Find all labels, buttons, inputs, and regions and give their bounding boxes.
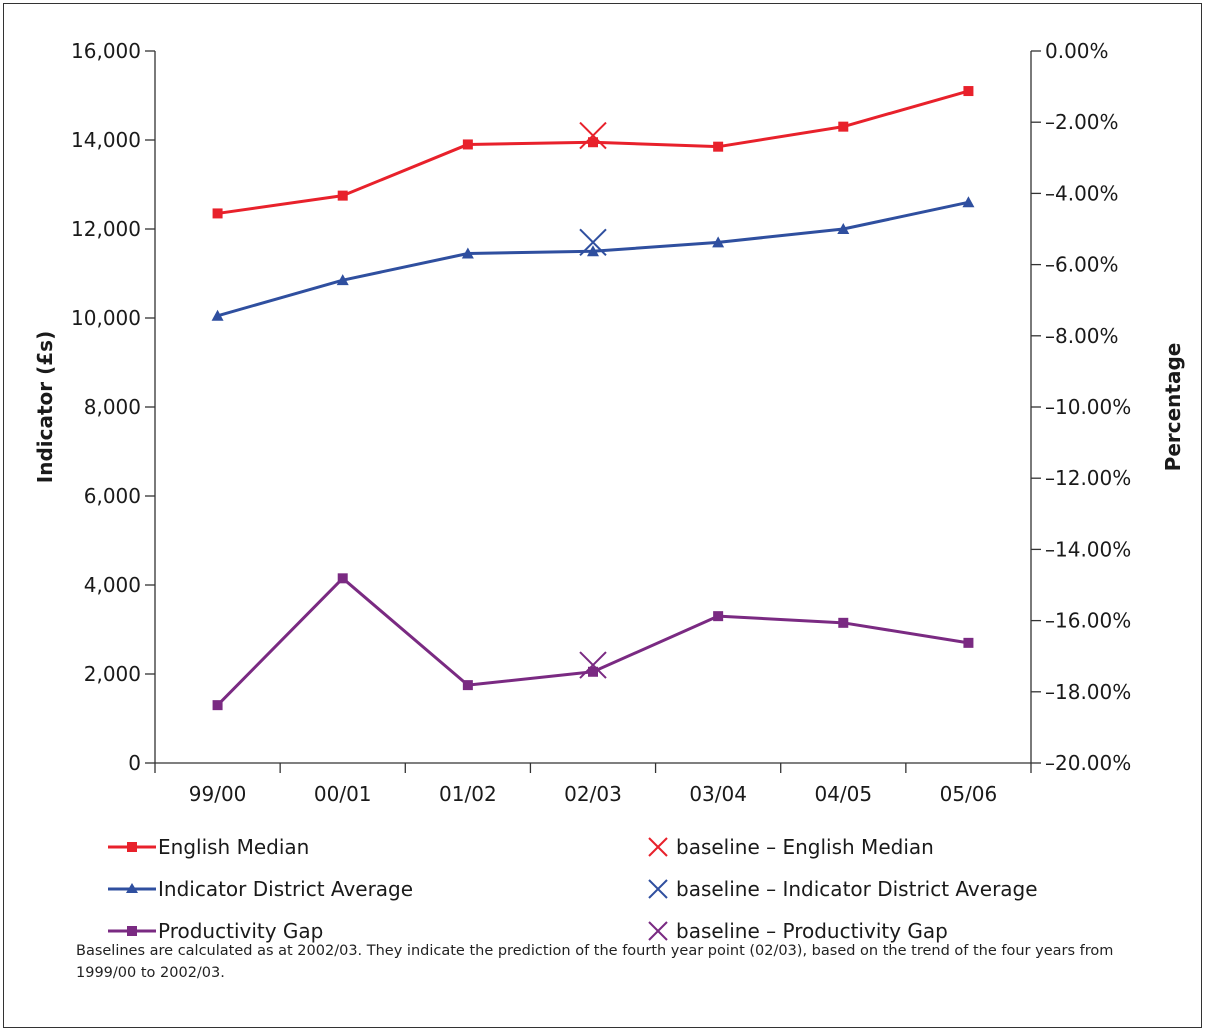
data-point	[838, 121, 849, 132]
data-point	[337, 190, 348, 201]
data-point	[461, 247, 474, 259]
data-point	[838, 617, 849, 628]
y-tick-label-right: –2.00%	[1045, 110, 1119, 134]
data-point	[212, 208, 223, 219]
legend-cross-red-icon	[648, 837, 668, 857]
y-tick-label-left: 4,000	[84, 573, 141, 597]
data-point	[211, 309, 224, 321]
y-tick-label-right: –14.00%	[1045, 537, 1131, 561]
baseline-cross-stroke	[579, 651, 607, 679]
data-point	[212, 700, 223, 711]
legend-item-indicator-district-average: Indicator District Average	[106, 874, 413, 904]
legend-item-productivity-gap: Productivity Gap	[106, 916, 323, 946]
x-tick-label: 99/00	[189, 782, 247, 806]
y-tick-label-left: 8,000	[84, 395, 141, 419]
x-tick-label: 00/01	[314, 782, 372, 806]
series-layer	[211, 86, 975, 711]
y-tick-label-right: –6.00%	[1045, 253, 1119, 277]
y-tick-label-left: 0	[128, 751, 141, 775]
legend-cross-purple-icon	[648, 921, 668, 941]
y-tick-label-left: 14,000	[71, 128, 141, 152]
legend-label: baseline – English Median	[676, 835, 934, 859]
chart-note: Baselines are calculated as at 2002/03. …	[76, 943, 1114, 981]
data-point	[588, 666, 598, 677]
baseline-marker	[579, 121, 607, 150]
y-axis-label-right: Percentage	[1161, 343, 1185, 472]
legend-item-baseline-productivity-gap: baseline – Productivity Gap	[642, 916, 948, 946]
data-point	[713, 141, 724, 152]
y-tick-label-right: –12.00%	[1045, 466, 1131, 490]
legend-label: baseline – Productivity Gap	[676, 919, 948, 943]
baseline-cross-stroke	[579, 228, 607, 257]
data-point	[588, 137, 598, 148]
y-tick-label-right: –10.00%	[1045, 395, 1131, 419]
baseline-cross-stroke	[579, 121, 607, 150]
legend-label: English Median	[158, 835, 310, 859]
legend-line-triangle-blue-icon	[108, 883, 156, 893]
legend-item-baseline-english-median: baseline – English Median	[642, 832, 934, 862]
series-line-3	[216, 576, 969, 707]
data-point	[837, 223, 850, 234]
series-line-1	[217, 89, 969, 215]
y-tick-label-right: –8.00%	[1045, 324, 1119, 348]
x-tick-label: 03/04	[689, 782, 747, 806]
y-tick-label-left: 16,000	[71, 39, 141, 63]
y-axis-label-left: Indicator (£s)	[33, 331, 57, 483]
legend-item-baseline-indicator-district-average: baseline – Indicator District Average	[642, 874, 1038, 904]
legend-label: Productivity Gap	[158, 919, 324, 943]
legend-label: Indicator District Average	[158, 877, 414, 901]
y-tick-label-right: –20.00%	[1045, 751, 1131, 775]
chart-frame	[3, 3, 1202, 1028]
data-point	[587, 245, 599, 257]
legend-item-english-median: English Median	[106, 832, 309, 862]
y-tick-label-left: 10,000	[71, 306, 141, 330]
data-point	[336, 274, 349, 286]
data-point	[962, 196, 975, 208]
y-tick-label-left: 12,000	[71, 217, 141, 241]
legend-line-square-purple-icon	[108, 926, 156, 936]
y-tick-label-right: –16.00%	[1045, 609, 1131, 633]
series-line-2	[217, 200, 969, 318]
data-point	[712, 236, 725, 248]
data-point	[462, 139, 473, 150]
x-tick-label: 01/02	[439, 782, 497, 806]
y-tick-label-right: 0.00%	[1045, 39, 1109, 63]
x-tick-label: 02/03	[564, 782, 622, 806]
legend-label: baseline – Indicator District Average	[676, 877, 1038, 901]
x-tick-label: 04/05	[814, 782, 872, 806]
legend-cross-blue-icon	[648, 879, 668, 899]
y-tick-label-left: 2,000	[84, 662, 141, 686]
data-point	[963, 86, 974, 97]
y-tick-label-right: –4.00%	[1045, 181, 1119, 205]
baseline-marker	[579, 228, 607, 257]
x-tick-label: 05/06	[940, 782, 998, 806]
data-point	[713, 611, 724, 622]
data-point	[963, 637, 974, 648]
baseline-marker	[579, 651, 607, 679]
axes: 0 2,000 4,000 6,000 8,000 10,000 12,000 14,000 1…	[71, 39, 1131, 806]
data-point	[462, 680, 473, 691]
legend-line-square-red-icon	[108, 842, 156, 852]
y-tick-label-left: 6,000	[84, 484, 141, 508]
y-tick-label-right: –18.00%	[1045, 680, 1131, 704]
data-point	[337, 573, 348, 584]
